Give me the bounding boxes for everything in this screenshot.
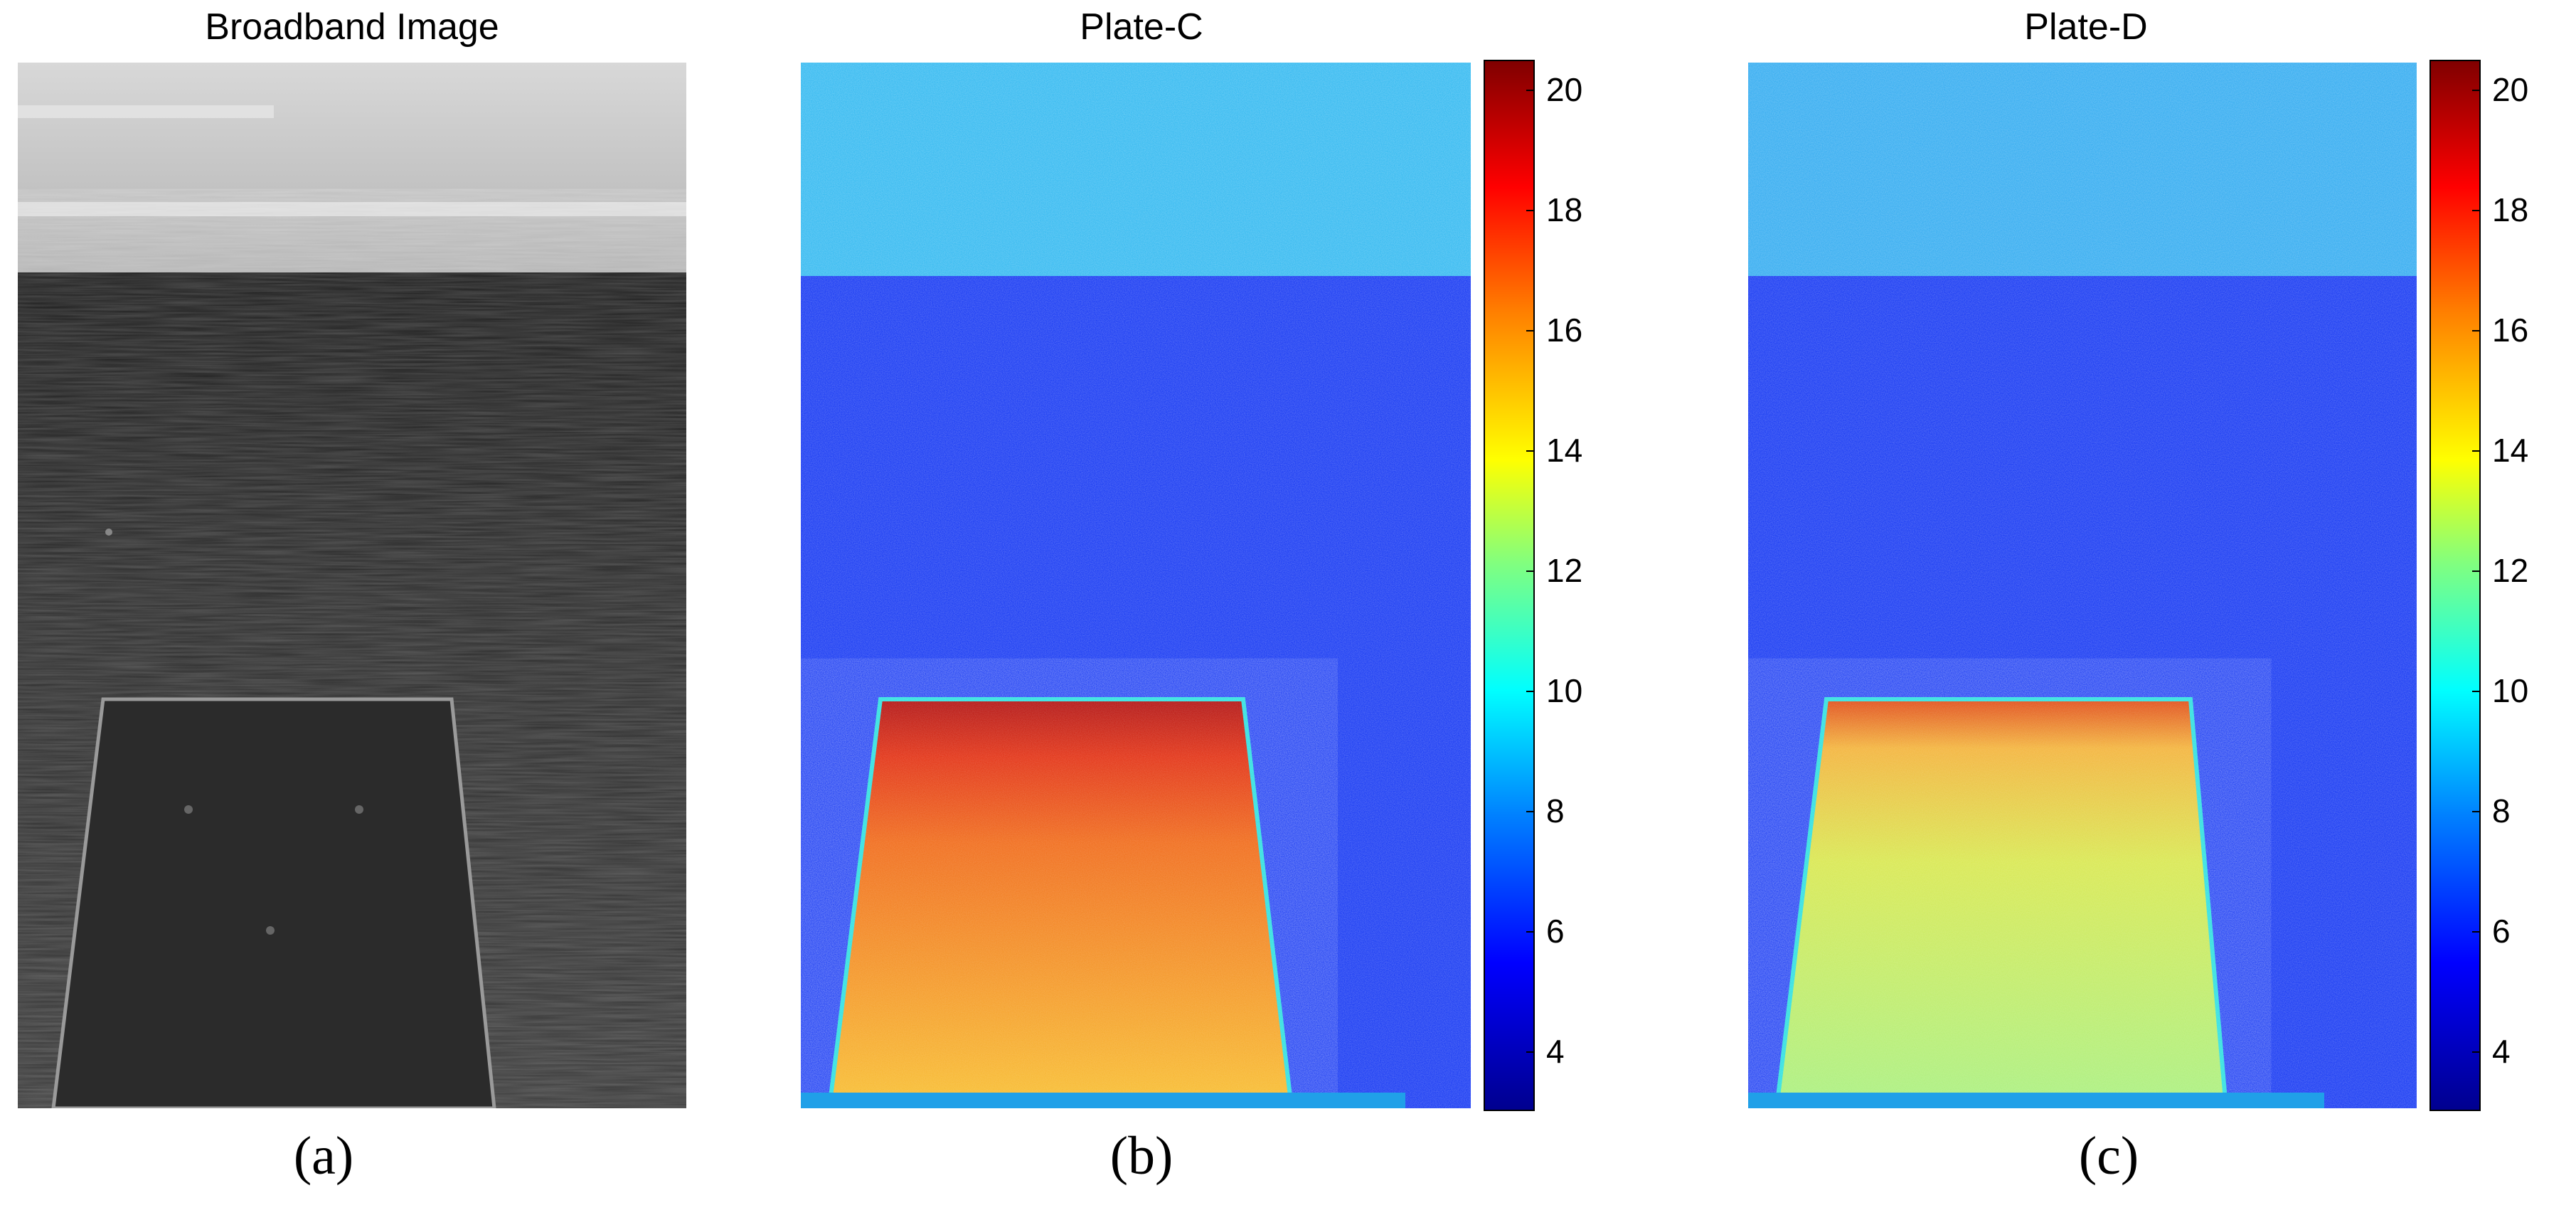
colorbar-tick-label: 16	[2492, 312, 2529, 349]
colorbar-tick-mark	[2472, 930, 2481, 933]
colorbar-tick-mark	[2472, 810, 2481, 812]
colorbar-tick-mark	[1526, 450, 1535, 452]
broadband-image	[18, 63, 686, 1108]
colorbar-tick-label: 12	[2492, 551, 2529, 589]
panel-c-caption: (c)	[2078, 1126, 2139, 1186]
colorbar-tick-mark	[1526, 90, 1535, 92]
colorbar-tick-label: 10	[2492, 671, 2529, 709]
colorbar-tick-label: 20	[2492, 71, 2529, 109]
plate-c-image	[801, 63, 1471, 1108]
colorbar-gradient	[1485, 61, 1533, 1110]
colorbar-tick-mark	[1526, 690, 1535, 692]
broadband-image-graphic	[18, 63, 686, 1108]
panel-a-caption: (a)	[293, 1126, 354, 1186]
colorbar-gradient	[2431, 61, 2479, 1110]
colorbar-tick-mark	[1526, 210, 1535, 212]
colorbar-tick-mark	[2472, 210, 2481, 212]
colorbar-tick-label: 20	[1546, 71, 1583, 109]
colorbar-tick-mark	[1526, 930, 1535, 933]
panel-a-title: Broadband Image	[205, 6, 499, 48]
colorbar-tick-label: 18	[1546, 191, 1583, 229]
colorbar-tick-label: 6	[1546, 912, 1565, 950]
colorbar-tick-mark	[2472, 330, 2481, 332]
colorbar-tick-mark	[1526, 330, 1535, 332]
colorbar-plate-d	[2429, 60, 2481, 1111]
colorbar-tick-mark	[2472, 1051, 2481, 1053]
colorbar-tick-mark	[1526, 1051, 1535, 1053]
plate-d-heatmap	[1748, 63, 2417, 1108]
colorbar-tick-mark	[2472, 90, 2481, 92]
colorbar-tick-label: 8	[1546, 792, 1565, 829]
plate-c-heatmap	[801, 63, 1471, 1108]
colorbar-tick-mark	[2472, 690, 2481, 692]
colorbar-tick-label: 16	[1546, 312, 1583, 349]
colorbar-tick-label: 4	[1546, 1032, 1565, 1070]
colorbar-tick-label: 18	[2492, 191, 2529, 229]
colorbar-tick-mark	[2472, 450, 2481, 452]
colorbar-tick-mark	[1526, 810, 1535, 812]
colorbar-tick-label: 6	[2492, 912, 2511, 950]
panel-b-title: Plate-C	[1080, 6, 1203, 48]
colorbar-tick-label: 8	[2492, 792, 2511, 829]
colorbar-tick-label: 10	[1546, 671, 1583, 709]
panel-b-caption: (b)	[1109, 1126, 1173, 1186]
colorbar-tick-mark	[1526, 570, 1535, 572]
colorbar-plate-c	[1484, 60, 1535, 1111]
plate-d-image	[1748, 63, 2417, 1108]
colorbar-tick-mark	[2472, 570, 2481, 572]
colorbar-tick-label: 4	[2492, 1032, 2511, 1070]
colorbar-tick-label: 12	[1546, 551, 1583, 589]
colorbar-tick-label: 14	[2492, 431, 2529, 469]
panel-c-title: Plate-D	[2024, 6, 2148, 48]
colorbar-tick-label: 14	[1546, 431, 1583, 469]
